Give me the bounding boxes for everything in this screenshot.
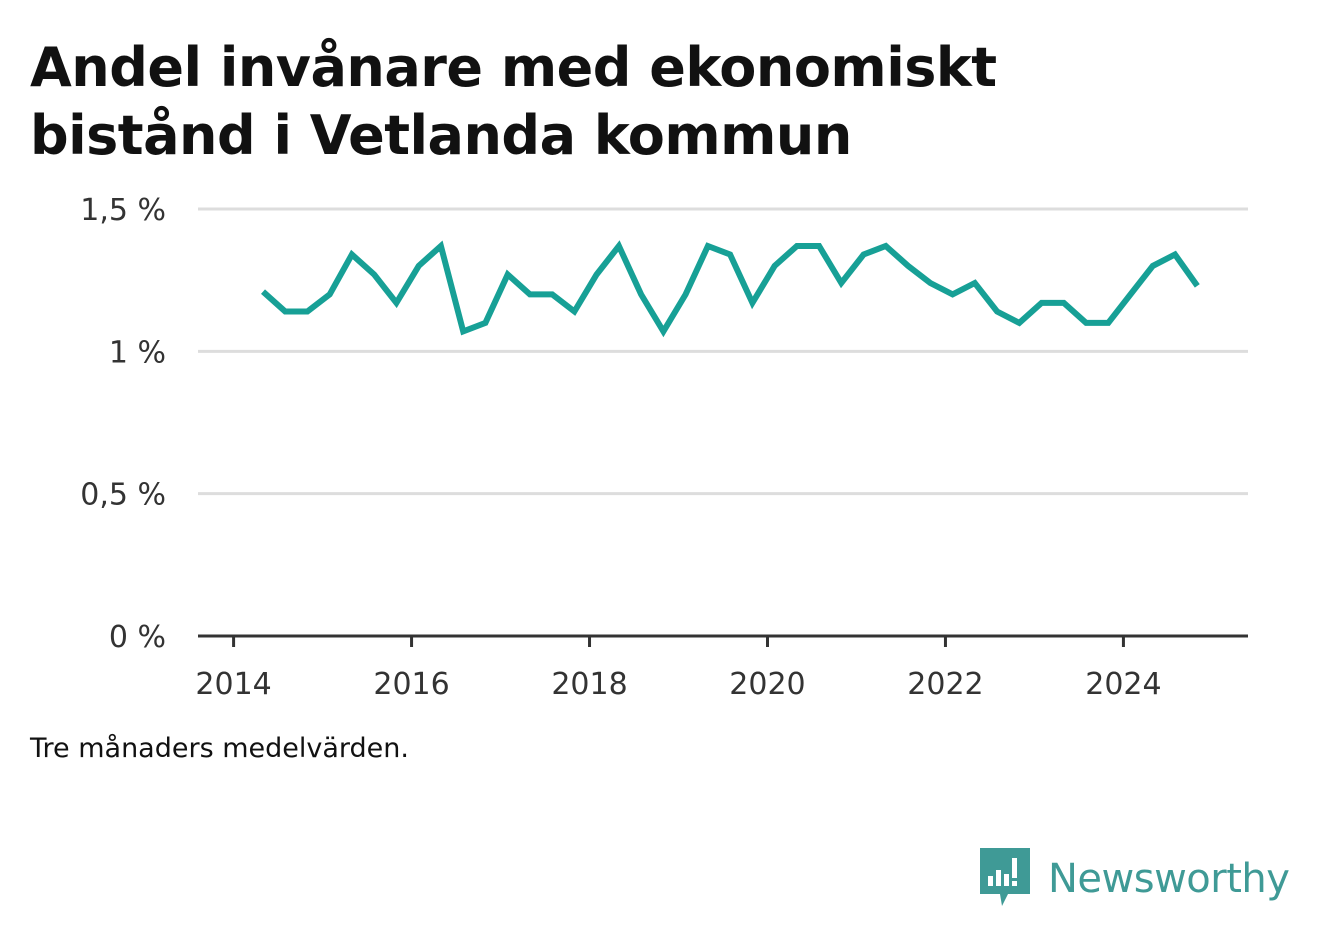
data-point <box>304 308 310 314</box>
data-point <box>260 289 266 295</box>
data-point <box>1172 252 1178 258</box>
data-point <box>1150 263 1156 269</box>
data-point <box>861 252 867 258</box>
y-tick-label: 1,5 % <box>80 193 166 228</box>
data-point <box>1061 300 1067 306</box>
newsworthy-logo-icon <box>980 848 1030 906</box>
data-point <box>460 328 466 334</box>
data-point <box>1128 291 1134 297</box>
data-point <box>393 300 399 306</box>
data-point <box>1194 283 1200 289</box>
data-point <box>883 243 889 249</box>
x-tick-label: 2018 <box>551 667 627 702</box>
data-point <box>683 291 689 297</box>
chart-title: Andel invånare med ekonomiskt bistånd i … <box>30 34 1230 170</box>
x-tick-label: 2014 <box>195 667 271 702</box>
data-point <box>838 280 844 286</box>
data-point <box>594 271 600 277</box>
data-point <box>660 328 666 334</box>
data-point <box>505 271 511 277</box>
data-point <box>282 308 288 314</box>
data-point <box>616 243 622 249</box>
data-point <box>349 252 355 258</box>
data-point <box>972 280 978 286</box>
data-point <box>816 243 822 249</box>
data-point <box>950 291 956 297</box>
data-point <box>527 291 533 297</box>
series-line <box>260 240 1200 338</box>
x-tick-label: 2024 <box>1085 667 1161 702</box>
brand-name: Newsworthy <box>1048 856 1290 902</box>
data-point <box>549 291 555 297</box>
data-point <box>705 243 711 249</box>
data-point <box>927 280 933 286</box>
y-tick-label: 0 % <box>109 620 166 655</box>
chart-title-line-1: Andel invånare med ekonomiskt <box>30 36 997 99</box>
data-point <box>1039 300 1045 306</box>
data-point <box>438 243 444 249</box>
data-point <box>416 263 422 269</box>
chart-title-line-2: bistånd i Vetlanda kommun <box>30 104 852 167</box>
data-point <box>482 320 488 326</box>
data-point <box>1016 320 1022 326</box>
data-point <box>638 291 644 297</box>
data-point <box>327 291 333 297</box>
brand-logo: Newsworthy <box>980 848 1290 910</box>
data-point <box>371 271 377 277</box>
y-tick-label: 0,5 % <box>80 478 166 513</box>
data-point <box>727 252 733 258</box>
line-chart: 0 % 0,5 % 1 % 1,5 % 2014 2016 2018 2020 2022 2024 <box>80 193 1248 702</box>
x-tick-label: 2016 <box>373 667 449 702</box>
data-point <box>571 308 577 314</box>
data-point <box>794 243 800 249</box>
data-point <box>994 308 1000 314</box>
x-tick-label: 2020 <box>729 667 805 702</box>
x-tick-label: 2022 <box>907 667 983 702</box>
data-point <box>1083 320 1089 326</box>
chart-footnote: Tre månaders medelvärden. <box>30 733 409 764</box>
data-point <box>749 300 755 306</box>
data-point <box>1105 320 1111 326</box>
data-point <box>772 263 778 269</box>
y-tick-label: 1 % <box>109 335 166 370</box>
data-point <box>905 263 911 269</box>
